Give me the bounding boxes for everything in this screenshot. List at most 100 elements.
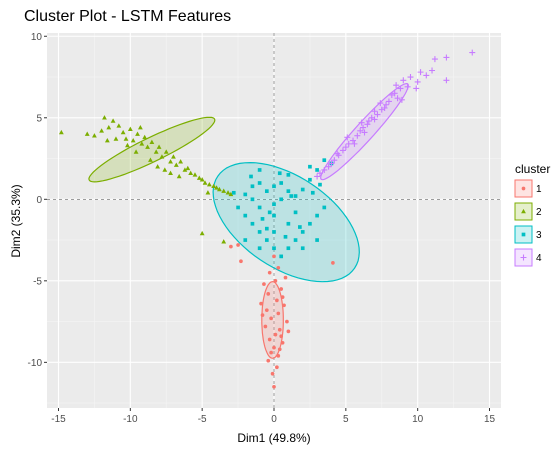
point-cluster-4 [443,77,450,84]
point-cluster-2 [221,188,227,193]
point-cluster-4 [404,83,411,90]
point-cluster-4 [417,69,424,76]
point-cluster-1 [229,244,233,249]
point-cluster-1 [272,345,276,350]
point-cluster-2 [163,149,169,154]
point-cluster-4 [344,134,351,141]
legend-label-4: 4 [536,253,542,264]
point-cluster-3 [272,213,276,218]
point-cluster-2 [130,137,136,143]
point-cluster-1 [280,295,285,299]
point-cluster-3 [293,238,298,242]
point-cluster-3 [322,158,327,163]
y-tick-label: -5 [33,276,42,287]
point-cluster-1 [266,358,271,363]
point-cluster-2 [162,167,168,172]
ellipse-cluster-2 [88,116,216,183]
point-cluster-1 [272,384,276,389]
point-cluster-3 [257,181,262,185]
point-cluster-4 [351,140,358,147]
point-cluster-1 [275,365,279,370]
point-cluster-2 [104,137,110,143]
ellipse-cluster-3 [212,161,360,283]
point-cluster-2 [149,139,155,144]
point-cluster-1 [273,332,278,337]
point-cluster-1 [262,282,266,286]
point-cluster-1 [272,254,276,259]
point-cluster-2 [211,183,217,189]
legend-label-2: 2 [536,207,542,218]
legend-label-1: 1 [536,184,542,195]
point-cluster-2 [92,133,97,138]
point-cluster-1 [279,334,284,339]
point-cluster-2 [142,134,148,140]
point-cluster-4 [325,163,332,170]
point-cluster-1 [266,292,271,296]
tick-labels: -15 -10 -5 0 5 10 15 -10 -5 0 5 10 [28,32,496,425]
point-cluster-2 [221,239,227,244]
x-tick-label: -5 [198,414,207,425]
point-cluster-3 [315,213,319,218]
point-cluster-1 [263,324,268,329]
point-cluster-2 [116,123,122,128]
point-cluster-4 [391,90,398,97]
point-cluster-1 [277,327,282,332]
point-cluster-4 [350,137,357,144]
axis-ticks [44,35,491,411]
point-cluster-2 [102,115,107,120]
point-cluster-4 [365,118,372,125]
point-cluster-3 [293,194,298,198]
point-cluster-1 [285,319,289,324]
point-cluster-2 [58,129,64,135]
point-cluster-3 [310,190,315,195]
point-cluster-4 [431,56,438,63]
point-cluster-4 [443,54,450,61]
point-cluster-2 [199,177,205,182]
point-cluster-1 [267,270,272,275]
point-cluster-3 [279,254,284,259]
point-cluster-3 [289,194,294,198]
point-cluster-3 [257,205,262,210]
point-cluster-2 [145,144,150,149]
point-cluster-1 [239,259,243,264]
point-cluster-1 [260,313,265,317]
point-cluster-4 [414,78,421,85]
point-cluster-2 [178,159,184,164]
point-cluster-3 [286,173,291,177]
point-cluster-3 [272,202,276,207]
legend-marker-4 [520,254,527,261]
x-tick-label: 15 [484,414,496,425]
point-cluster-2 [106,124,112,130]
point-cluster-3 [272,184,276,189]
point-cluster-2 [110,118,116,123]
point-cluster-4 [345,140,352,147]
point-cluster-2 [135,131,140,136]
point-cluster-4 [360,124,367,131]
point-cluster-1 [259,301,263,306]
point-cluster-2 [159,154,165,159]
point-cluster-3 [264,189,269,193]
point-cluster-2 [153,149,159,154]
point-cluster-2 [217,186,222,192]
point-cluster-4 [397,85,404,92]
x-tick-label: 5 [343,414,349,425]
point-cluster-4 [321,166,328,173]
point-cluster-2 [185,165,191,171]
point-cluster-1 [277,347,282,352]
point-cluster-2 [113,136,119,141]
point-cluster-4 [361,129,368,136]
point-cluster-2 [182,167,188,172]
point-cluster-3 [315,168,319,172]
point-cluster-4 [339,147,346,154]
point-cluster-2 [127,126,133,131]
point-cluster-4 [316,170,323,177]
point-cluster-4 [357,127,364,134]
point-cluster-2 [120,129,126,135]
point-cluster-3 [249,174,253,179]
point-cluster-2 [168,159,173,164]
point-cluster-3 [308,221,312,226]
point-cluster-3 [250,184,255,189]
point-cluster-3 [264,238,269,242]
point-cluster-2 [202,180,208,185]
point-cluster-3 [279,197,284,202]
